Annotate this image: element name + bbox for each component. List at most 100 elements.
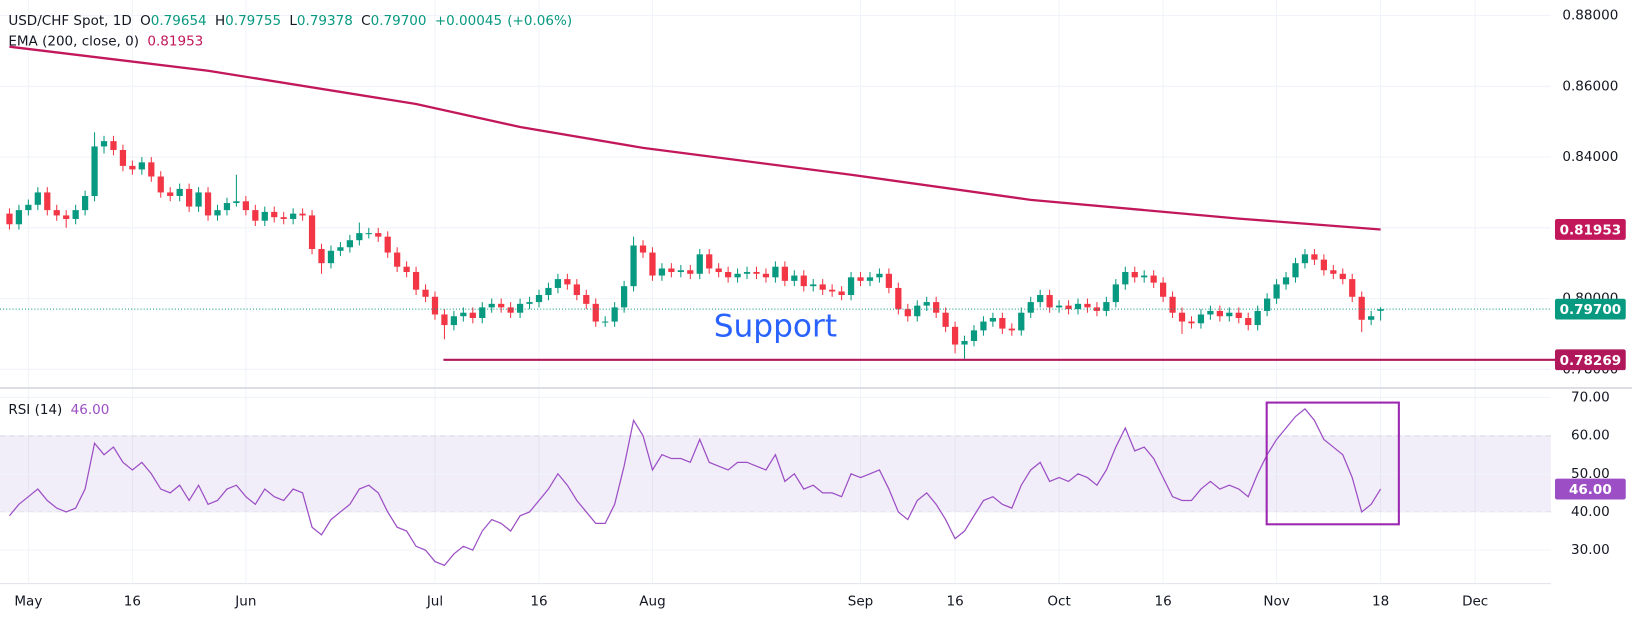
- candle-body: [81, 195, 89, 211]
- ohlc-value: 0.79700: [371, 13, 427, 29]
- candle-body: [639, 245, 647, 253]
- ohlc-value: 0.79755: [225, 13, 281, 29]
- x-tick-label: 16: [946, 593, 963, 609]
- candle-body: [337, 247, 344, 251]
- candle-body: [743, 272, 751, 274]
- rsi-name: RSI (14): [8, 402, 62, 418]
- candle-body: [441, 314, 448, 326]
- candle-body: [1074, 303, 1082, 310]
- candle-body: [356, 233, 363, 241]
- ohlc-value: 0.79378: [297, 13, 353, 29]
- candle-body: [810, 284, 817, 287]
- candle-body: [1131, 272, 1138, 278]
- candle-body: [904, 309, 911, 317]
- candle-body: [138, 162, 145, 170]
- candle-body: [1368, 316, 1375, 320]
- candle-body: [857, 277, 864, 281]
- candle-body: [290, 213, 297, 219]
- candle-body: [1254, 310, 1261, 326]
- candle-body: [384, 236, 391, 253]
- candle-body: [1301, 254, 1309, 264]
- ohlc-key: L: [289, 13, 297, 29]
- candle-body: [1292, 263, 1299, 278]
- candle-body: [299, 213, 306, 216]
- rsi-tick-label: 40.00: [1571, 504, 1610, 520]
- candle-body: [100, 141, 108, 147]
- candle-body: [1245, 318, 1252, 326]
- candle-body: [15, 210, 23, 225]
- ema-value: 0.81953: [147, 34, 203, 50]
- candle-body: [980, 321, 987, 331]
- candle-body: [649, 252, 656, 276]
- candle-body: [346, 240, 354, 248]
- y-tick-label: 0.88000: [1562, 8, 1618, 24]
- x-tick-label: 18: [1372, 593, 1389, 609]
- candle-body: [63, 215, 70, 219]
- candle-body: [233, 201, 240, 204]
- ema-legend: EMA (200, close, 0) 0.81953: [8, 34, 203, 50]
- x-tick-label: Nov: [1263, 593, 1289, 609]
- rsi-tick-label: 70.00: [1571, 389, 1610, 405]
- candle-body: [791, 275, 798, 281]
- candle-body: [176, 188, 183, 196]
- candle-body: [1008, 328, 1015, 331]
- candle-body: [119, 149, 127, 166]
- candle-body: [1141, 275, 1148, 278]
- candle-body: [989, 318, 997, 322]
- candle-body: [431, 296, 439, 315]
- x-tick-label: Oct: [1047, 593, 1070, 609]
- candle-body: [1150, 275, 1157, 283]
- candle-body: [129, 165, 136, 170]
- x-tick-label: Sep: [848, 593, 873, 609]
- candle-body: [961, 340, 968, 345]
- x-tick-label: Dec: [1462, 593, 1488, 609]
- candle-body: [327, 250, 335, 264]
- support-label: Support: [714, 309, 837, 345]
- candle-body: [1055, 305, 1063, 308]
- candle-body: [1159, 282, 1167, 297]
- candle-body: [1188, 321, 1195, 324]
- candle-body: [526, 302, 533, 304]
- candle-body: [479, 307, 486, 319]
- support-tag-bg: [1554, 349, 1626, 371]
- candle-body: [914, 305, 921, 317]
- highlight-box: [1265, 401, 1400, 526]
- rsi-tag-bg: [1554, 478, 1626, 500]
- candle-body: [564, 279, 571, 285]
- candle-body: [1330, 270, 1337, 274]
- candle-body: [195, 192, 202, 207]
- title: USD/CHF Spot, 1D: [8, 13, 131, 29]
- candle-body: [1320, 259, 1327, 271]
- candle-body: [1065, 305, 1072, 310]
- candle-body: [280, 217, 287, 219]
- last-price-tag-bg: [1554, 298, 1626, 320]
- candle-body: [535, 295, 543, 303]
- candle-body: [592, 303, 599, 322]
- candle-body: [1122, 272, 1129, 285]
- ema-name: EMA (200, close, 0): [8, 34, 139, 50]
- candle-body: [261, 211, 268, 221]
- candle-body: [999, 318, 1006, 329]
- candle-body: [1018, 312, 1025, 331]
- candle-body: [583, 295, 590, 304]
- last-price-tag: 0.79700: [1560, 302, 1622, 318]
- candle-body: [970, 330, 978, 341]
- candle-body: [1178, 312, 1186, 322]
- change-pct: (+0.06%): [507, 13, 572, 29]
- candle-body: [308, 215, 316, 250]
- candle-body: [866, 277, 874, 281]
- candle-body: [1112, 284, 1119, 303]
- candle-body: [781, 266, 788, 281]
- candle-body: [488, 303, 495, 308]
- candle-body: [573, 284, 580, 296]
- candle-body: [1046, 295, 1053, 308]
- candle-body: [696, 254, 703, 274]
- candle-body: [394, 252, 401, 267]
- candle-body: [658, 268, 666, 276]
- candle-body: [318, 249, 325, 264]
- candle-body: [516, 303, 524, 313]
- candle-body: [422, 289, 429, 297]
- rsi-tag: 46.00: [1569, 482, 1612, 498]
- candle-body: [1311, 254, 1318, 260]
